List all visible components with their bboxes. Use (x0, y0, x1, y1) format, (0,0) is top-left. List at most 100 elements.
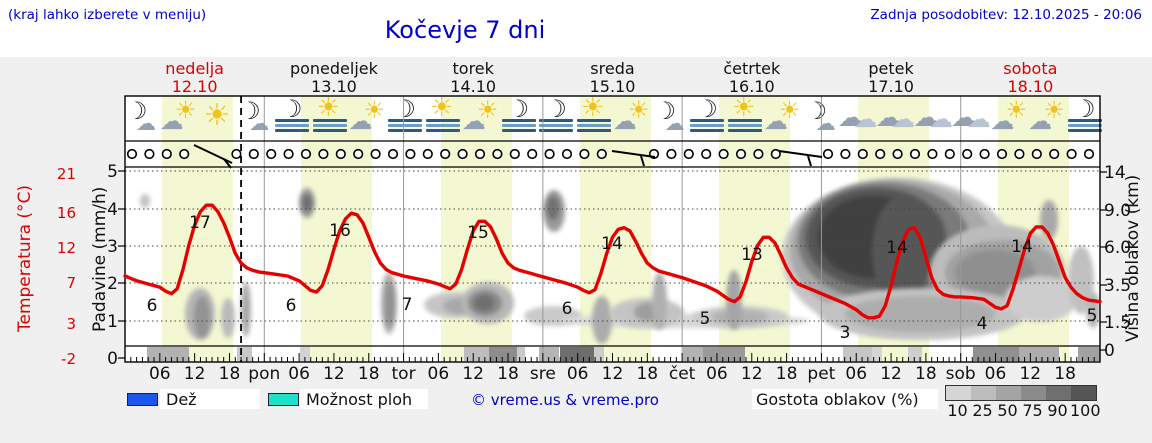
fog-lines (728, 124, 763, 127)
cloud-blob (592, 296, 612, 344)
cloud-icon: ☁ (966, 105, 991, 133)
day-date-sobota: 18.10 (1007, 77, 1054, 96)
ground-cloud-bars (125, 347, 1100, 361)
sun-icon: ☀ (581, 93, 605, 123)
fog-lines (501, 119, 536, 122)
ground-bar (683, 347, 703, 361)
cloud-blob (474, 295, 494, 311)
temperature-value-label: 5 (699, 309, 711, 329)
moon-icon: ☽ (394, 95, 416, 123)
sun-icon: ☀ (430, 93, 454, 123)
cloud-icon: ☁ (815, 111, 836, 135)
density-segment (1046, 386, 1071, 400)
cloud-blob (726, 270, 742, 330)
day-date-torek: 14.10 (450, 77, 497, 96)
fog-lines (1068, 119, 1102, 122)
ground-bar (489, 347, 517, 361)
temp-tick-label: -2 (61, 350, 76, 368)
x-axis-label: 18 (915, 364, 937, 384)
cloud-height-tick-label: 9.0 (1104, 201, 1132, 221)
density-segment (1021, 386, 1046, 400)
cloud-icon: ☁ (928, 105, 953, 133)
day-date-četrtek: 16.10 (728, 77, 775, 96)
fog-lines (426, 124, 461, 127)
weather-icon-moon-fog: ☽ (1064, 95, 1108, 139)
x-axis-label: 12 (740, 364, 763, 384)
x-axis-label: 12 (880, 364, 902, 384)
day-name-sreda: sreda (590, 59, 635, 78)
x-axis-label: sob (945, 364, 976, 384)
x-axis-label: 06 (566, 364, 589, 384)
temperature-value-label: 7 (401, 295, 413, 315)
temp-tick-label: 21 (56, 165, 76, 183)
cloud-cover-field (125, 167, 1100, 346)
ground-bar (594, 347, 604, 361)
cloud-icon: ☁ (249, 111, 270, 135)
cloud-blob (547, 196, 559, 220)
x-axis-label: 06 (845, 364, 868, 384)
cloud-blob (1040, 200, 1058, 240)
temp-tick-label: 3 (66, 315, 76, 333)
copyright-link[interactable]: © vreme.us & vreme.pro (471, 391, 659, 409)
ground-bar (908, 347, 922, 361)
fog-lines (1068, 129, 1102, 132)
fog-lines (275, 129, 310, 132)
fog-lines (388, 119, 423, 122)
x-axis-label: 12 (183, 364, 206, 384)
ground-bar (147, 347, 189, 361)
rain-legend-box (160, 389, 260, 409)
x-axis-label: 06 (984, 364, 1007, 384)
fog-lines (577, 129, 612, 132)
density-tick-label: 10 (947, 401, 968, 420)
fog-lines (426, 119, 461, 122)
cloud-blob (385, 282, 394, 327)
temperature-value-label: 14 (601, 234, 623, 254)
density-tick-label: 90 (1047, 401, 1068, 420)
fog-lines (690, 129, 725, 132)
temperature-value-label: 16 (329, 221, 351, 241)
cloud-height-tick-label: 14 (1104, 163, 1126, 183)
ground-bar (464, 347, 490, 361)
cloud-icon: ☁ (612, 107, 637, 135)
cloud-blob (194, 296, 210, 338)
temperature-value-label: 6 (561, 299, 573, 319)
cloud-icon: ☁ (461, 107, 486, 135)
x-axis-label: 12 (1019, 364, 1042, 384)
cloud-height-tick-label: 3.5 (1104, 276, 1132, 296)
x-axis-label: 18 (357, 364, 380, 384)
day-date-nedelja: 12.10 (171, 77, 218, 96)
cloud-height-tick-label: 0 (1104, 341, 1115, 361)
fog-lines (1068, 124, 1102, 127)
fog-lines (539, 124, 574, 127)
sun-icon: ☀ (203, 98, 231, 133)
showers-legend-label: Možnost ploh (306, 390, 413, 409)
sun-icon: ☀ (732, 93, 756, 123)
precip-tick-label: 5 (107, 162, 118, 182)
x-axis-label: 06 (427, 364, 450, 384)
cloud-icon: ☁ (990, 107, 1015, 135)
cloud-icon: ☁ (853, 105, 878, 133)
fog-lines (501, 129, 536, 132)
cloud-blob (652, 272, 667, 330)
day-date-petek: 17.10 (868, 77, 914, 96)
rain-swatch (127, 393, 158, 406)
cloud-icon: ☁ (664, 111, 685, 135)
day-name-nedelja: nedelja (165, 59, 224, 78)
cloud-height-tick-label: 1.5 (1104, 313, 1132, 333)
x-axis-label: 06 (148, 364, 171, 384)
moon-icon: ☽ (545, 95, 567, 123)
fog-lines (426, 129, 461, 132)
x-axis-label: pon (248, 364, 281, 384)
ground-bar (517, 347, 525, 361)
cloud-icon: ☁ (1028, 107, 1053, 135)
location-menu-hint: (kraj lahko izberete v meniju) (8, 7, 207, 23)
temp-tick-label: 16 (56, 204, 76, 222)
ground-bar (237, 347, 252, 361)
density-tick-label: 25 (972, 401, 993, 420)
cloud-blob (140, 194, 150, 208)
x-axis-label: 18 (636, 364, 659, 384)
showers-swatch (268, 393, 299, 406)
fog-lines (728, 119, 763, 122)
moon-icon: ☽ (1074, 95, 1096, 123)
ground-bar (1019, 347, 1059, 361)
